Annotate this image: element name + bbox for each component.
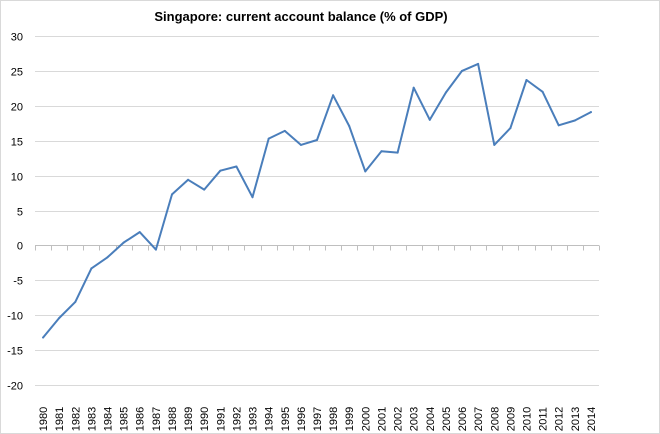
data-point-2012 bbox=[557, 124, 560, 127]
y-tick-label: -5 bbox=[13, 276, 23, 288]
data-point-2000 bbox=[364, 170, 367, 173]
x-tick-label: 1986 bbox=[135, 407, 147, 431]
data-point-1980 bbox=[42, 336, 45, 339]
x-tick-label: 1999 bbox=[344, 407, 356, 431]
data-point-2014 bbox=[589, 111, 592, 114]
data-point-1988 bbox=[171, 193, 173, 196]
data-point-2005 bbox=[444, 91, 447, 94]
x-tick-label: 2006 bbox=[457, 407, 469, 431]
data-point-1989 bbox=[187, 178, 190, 181]
x-axis bbox=[35, 245, 600, 251]
chart-title: Singapore: current account balance (% of… bbox=[154, 9, 447, 24]
y-tick-label: -20 bbox=[7, 381, 23, 393]
y-tick-label: 15 bbox=[11, 137, 23, 149]
y-tick-label: 10 bbox=[11, 172, 23, 184]
y-tick-label: 5 bbox=[17, 207, 23, 219]
x-tick-label: 1990 bbox=[199, 407, 211, 431]
x-tick-label: 2012 bbox=[554, 407, 566, 431]
data-point-1984 bbox=[106, 256, 109, 259]
data-point-2008 bbox=[493, 143, 496, 146]
data-point-2013 bbox=[573, 119, 576, 122]
data-point-2007 bbox=[477, 62, 480, 65]
x-tick-label: 2005 bbox=[441, 407, 453, 431]
x-tick-label: 1983 bbox=[86, 407, 98, 431]
data-point-1993 bbox=[251, 196, 254, 199]
x-tick-label: 1982 bbox=[70, 407, 82, 431]
x-tick-label: 1994 bbox=[264, 407, 276, 431]
x-tick-label: 2000 bbox=[360, 407, 372, 431]
data-point-2009 bbox=[509, 127, 512, 130]
x-tick-label: 1981 bbox=[54, 407, 66, 431]
x-tick-label: 1985 bbox=[119, 407, 131, 431]
data-point-2006 bbox=[461, 69, 463, 72]
data-point-2010 bbox=[525, 79, 528, 81]
x-tick-label: 2014 bbox=[586, 407, 598, 431]
y-tick-label: 25 bbox=[11, 67, 23, 79]
x-tick-label: 2004 bbox=[425, 407, 437, 431]
x-tick-label: 1980 bbox=[38, 407, 50, 431]
x-tick-label: 1991 bbox=[215, 407, 227, 431]
data-point-1995 bbox=[283, 129, 286, 132]
series-line bbox=[42, 62, 592, 339]
x-tick-label: 2011 bbox=[538, 407, 550, 431]
data-point-1983 bbox=[90, 267, 93, 270]
data-point-1987 bbox=[154, 248, 157, 251]
data-point-1996 bbox=[299, 143, 302, 146]
x-tick-label: 2013 bbox=[570, 407, 582, 431]
data-point-2003 bbox=[412, 86, 415, 89]
x-tick-label: 2001 bbox=[376, 407, 388, 431]
data-point-1999 bbox=[348, 125, 351, 127]
data-point-2011 bbox=[541, 90, 544, 93]
y-tick-label: 30 bbox=[11, 32, 23, 44]
x-tick-label: 1997 bbox=[312, 407, 324, 431]
x-tick-label: 1993 bbox=[248, 407, 260, 431]
x-tick-label: 1984 bbox=[103, 407, 115, 431]
data-point-1997 bbox=[316, 139, 318, 141]
x-tick-label: 1995 bbox=[280, 407, 292, 431]
data-point-1981 bbox=[58, 317, 61, 319]
y-tick-label: -15 bbox=[7, 346, 23, 358]
x-tick-label: 2009 bbox=[505, 407, 517, 431]
data-point-1990 bbox=[203, 188, 206, 191]
data-point-2001 bbox=[380, 150, 383, 153]
x-tick-label: 2002 bbox=[393, 407, 405, 431]
data-point-1982 bbox=[74, 300, 77, 303]
x-tick-label: 1998 bbox=[328, 407, 340, 431]
data-point-1998 bbox=[332, 94, 335, 97]
y-tick-label: 20 bbox=[11, 102, 23, 114]
x-axis-tick-labels: 1980 1981 1982 1983 1984 1985 1986 1987 1988 1989… bbox=[38, 407, 598, 431]
data-point-1992 bbox=[235, 165, 238, 168]
x-tick-label: 2007 bbox=[473, 407, 485, 431]
data-point-1991 bbox=[219, 169, 222, 172]
y-tick-label: 0 bbox=[17, 241, 23, 253]
y-axis-tick-labels: -20 -15 -10 -5 0 5 10 15 20 25 30 bbox=[7, 32, 23, 393]
y-tick-label: -10 bbox=[7, 311, 23, 323]
data-point-1986 bbox=[138, 231, 141, 234]
x-tick-label: 2003 bbox=[409, 407, 421, 431]
series-layer bbox=[42, 62, 592, 339]
x-tick-label: 1996 bbox=[296, 407, 308, 431]
data-point-1985 bbox=[122, 241, 125, 244]
data-point-2002 bbox=[396, 151, 399, 154]
gridlines bbox=[35, 36, 599, 386]
data-point-2004 bbox=[428, 118, 431, 121]
x-tick-label: 1987 bbox=[151, 407, 163, 431]
x-tick-label: 2008 bbox=[489, 407, 501, 431]
x-tick-label: 2010 bbox=[521, 407, 533, 431]
x-tick-label: 1988 bbox=[167, 407, 179, 431]
x-tick-label: 1992 bbox=[231, 407, 243, 431]
x-tick-label: 1989 bbox=[183, 407, 195, 431]
data-point-1994 bbox=[267, 137, 270, 140]
